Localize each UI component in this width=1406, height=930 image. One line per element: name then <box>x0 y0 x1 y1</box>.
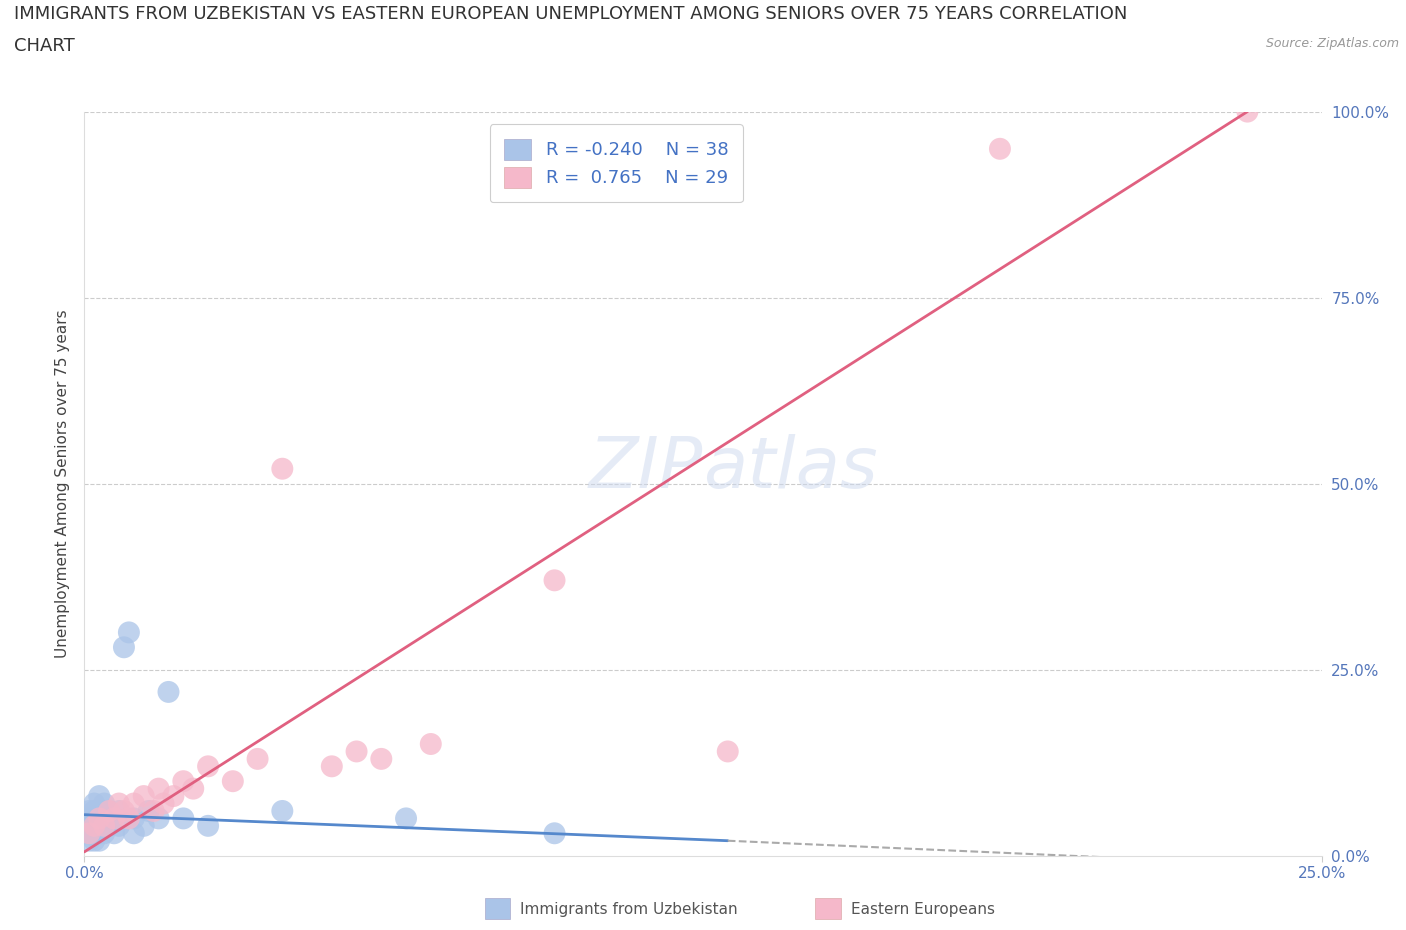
Point <box>988 141 1011 156</box>
Point <box>79 826 101 841</box>
Point <box>89 811 111 826</box>
Point <box>108 804 131 818</box>
Point <box>717 744 740 759</box>
Point <box>98 804 121 818</box>
Point <box>89 833 111 848</box>
Point <box>346 744 368 759</box>
Y-axis label: Unemployment Among Seniors over 75 years: Unemployment Among Seniors over 75 years <box>55 310 70 658</box>
Point <box>118 625 141 640</box>
Text: IMMIGRANTS FROM UZBEKISTAN VS EASTERN EUROPEAN UNEMPLOYMENT AMONG SENIORS OVER 7: IMMIGRANTS FROM UZBEKISTAN VS EASTERN EU… <box>14 5 1128 22</box>
Point <box>89 804 111 818</box>
Point <box>162 789 184 804</box>
Point <box>98 818 121 833</box>
Text: CHART: CHART <box>14 37 75 55</box>
Point <box>103 826 125 841</box>
Text: ZIP: ZIP <box>589 434 703 503</box>
Point <box>108 818 131 833</box>
Point <box>395 811 418 826</box>
Point <box>197 818 219 833</box>
Point <box>172 811 194 826</box>
Point <box>148 811 170 826</box>
Point <box>370 751 392 766</box>
Point <box>543 826 565 841</box>
Point <box>112 640 135 655</box>
Point <box>83 818 105 833</box>
Point <box>108 796 131 811</box>
Point <box>148 781 170 796</box>
Point <box>197 759 219 774</box>
Point <box>271 804 294 818</box>
Point <box>79 833 101 848</box>
Point <box>93 818 115 833</box>
Point <box>132 789 155 804</box>
Text: Eastern Europeans: Eastern Europeans <box>851 902 994 917</box>
Point <box>83 796 105 811</box>
Point <box>181 781 204 796</box>
Point <box>152 796 174 811</box>
Point <box>271 461 294 476</box>
Text: Immigrants from Uzbekistan: Immigrants from Uzbekistan <box>520 902 738 917</box>
Point <box>222 774 245 789</box>
Point <box>112 804 135 818</box>
Point <box>142 804 165 818</box>
Point <box>118 811 141 826</box>
Point <box>89 811 111 826</box>
Point <box>79 811 101 826</box>
Point <box>83 833 105 848</box>
Point <box>132 818 155 833</box>
Point <box>93 796 115 811</box>
Point <box>1236 104 1258 119</box>
Point <box>103 811 125 826</box>
Point <box>543 573 565 588</box>
Point <box>83 818 105 833</box>
Point <box>103 811 125 826</box>
Point <box>122 811 145 826</box>
Point <box>83 826 105 841</box>
Point <box>138 804 160 818</box>
Text: atlas: atlas <box>703 434 877 503</box>
Point <box>419 737 441 751</box>
Text: Source: ZipAtlas.com: Source: ZipAtlas.com <box>1265 37 1399 50</box>
Point <box>172 774 194 789</box>
Point <box>83 804 105 818</box>
Point <box>89 789 111 804</box>
Point <box>89 826 111 841</box>
Point <box>93 811 115 826</box>
Point <box>122 826 145 841</box>
Point <box>79 818 101 833</box>
Point <box>93 826 115 841</box>
Point <box>246 751 269 766</box>
Point <box>83 811 105 826</box>
Legend: R = -0.240    N = 38, R =  0.765    N = 29: R = -0.240 N = 38, R = 0.765 N = 29 <box>489 125 742 202</box>
Point <box>122 796 145 811</box>
Point <box>98 804 121 818</box>
Point <box>79 804 101 818</box>
Point <box>157 684 180 699</box>
Point <box>79 826 101 841</box>
Point <box>321 759 343 774</box>
